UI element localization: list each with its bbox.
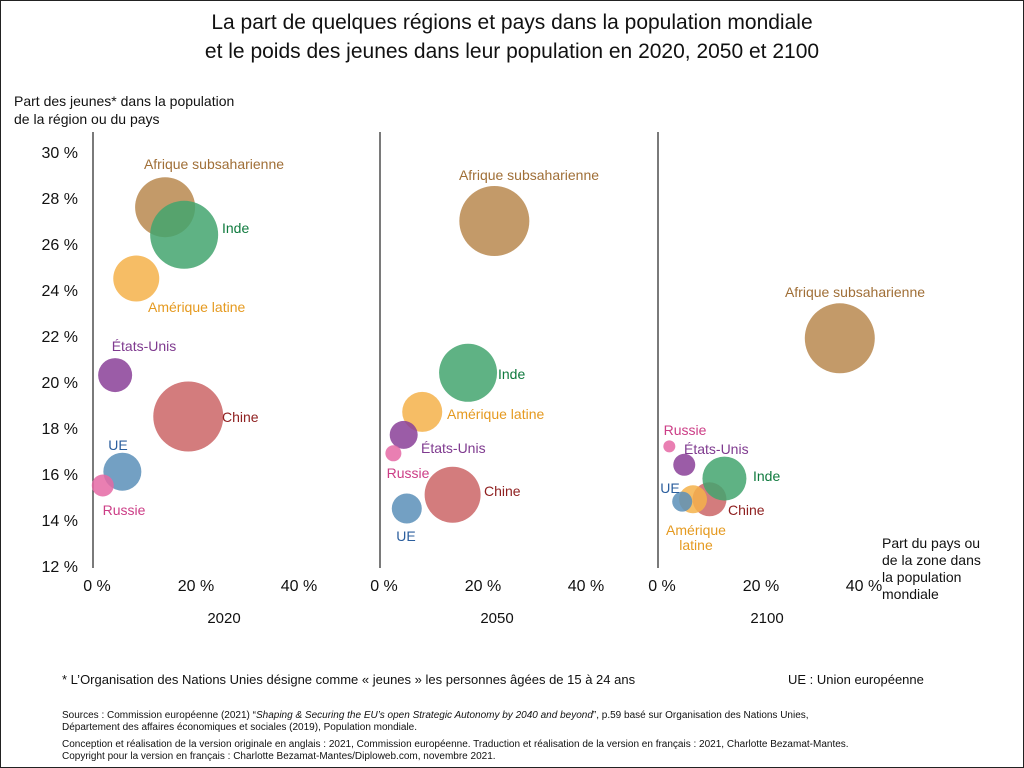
bubble-afrique — [804, 303, 875, 374]
abbreviation-note: UE : Union européenne — [788, 672, 924, 687]
bubble-russie — [91, 474, 114, 497]
x-tick-label: 20 % — [465, 578, 501, 595]
bubble-label-russie: Russie — [664, 422, 707, 438]
bubble-amerique — [402, 391, 443, 432]
bubble-label-afrique: Afrique subsaharienne — [144, 156, 284, 172]
x-tick-label: 0 % — [83, 578, 111, 595]
bubble-label-chine: Chine — [484, 483, 521, 499]
bubble-inde — [439, 343, 498, 402]
y-tick-label: 20 % — [42, 375, 78, 392]
bubble-label-ue: UE — [660, 480, 679, 496]
x-axis-label-line-1: Part du pays ou — [882, 535, 981, 551]
bubble-etats-unis — [389, 420, 418, 449]
bubble-chine — [153, 381, 224, 452]
y-tick-label: 18 % — [42, 421, 78, 438]
y-axis-label: Part des jeunes* dans la population de l… — [14, 92, 234, 128]
chart-title-line-2: et le poids des jeunes dans leur populat… — [204, 40, 820, 63]
bubble-label-afrique: Afrique subsaharienne — [785, 284, 925, 300]
bubble-label-afrique: Afrique subsaharienne — [459, 167, 599, 183]
bubble-inde — [150, 200, 219, 269]
sources-suffix: ”, p.59 basé sur Organisation des Nation… — [592, 710, 809, 721]
y-tick-label: 12 % — [42, 559, 78, 576]
bubble-russie — [385, 445, 402, 462]
bubble-label-russie: Russie — [103, 502, 146, 518]
bubble-label-amerique: Amérique — [666, 522, 726, 538]
y-tick-label: 30 % — [42, 145, 78, 162]
bubble-etats-unis — [98, 358, 133, 393]
bubble-etats-unis — [673, 453, 696, 476]
bubble-label-russie: Russie — [387, 465, 430, 481]
bubble-label-ue: UE — [396, 528, 415, 544]
sources-prefix: Sources : Commission européenne (2021) “ — [62, 710, 256, 721]
x-axis-label-line-4: mondiale — [882, 586, 939, 602]
panel-year-label: 2100 — [750, 610, 783, 627]
bubble-afrique — [459, 186, 530, 256]
bubble-russie — [663, 440, 676, 453]
bubble-label-inde: Inde — [753, 468, 780, 484]
footnote: * L’Organisation des Nations Unies désig… — [62, 672, 636, 687]
x-tick-label: 40 % — [281, 578, 317, 595]
x-axis-label: Part du pays ou de la zone dans la popul… — [882, 535, 981, 603]
credits-line-1: Conception et réalisation de la version … — [62, 739, 849, 750]
y-tick-label: 14 % — [42, 513, 78, 530]
y-axis-label-line-2: de la région ou du pays — [14, 111, 160, 127]
bubble-label-amerique: latine — [679, 537, 713, 553]
bubble-label-etats-unis: États-Unis — [421, 440, 486, 456]
y-tick-label: 26 % — [42, 237, 78, 254]
x-axis-label-line-2: de la zone dans — [882, 552, 981, 568]
x-tick-label: 20 % — [178, 578, 214, 595]
panel-year-label: 2050 — [480, 610, 513, 627]
bubble-label-amerique: Amérique latine — [447, 406, 544, 422]
sources-title: Shaping & Securing the EU’s open Strateg… — [255, 710, 593, 721]
credits-line-2: Copyright pour la version en français : … — [62, 751, 496, 762]
bubble-label-etats-unis: États-Unis — [684, 441, 749, 457]
bubble-label-inde: Inde — [222, 220, 249, 236]
bubble-chine — [424, 466, 481, 523]
x-tick-label: 0 % — [370, 578, 398, 595]
x-axis-label-line-3: la population — [882, 569, 962, 585]
y-tick-label: 28 % — [42, 191, 78, 208]
bubble-label-etats-unis: États-Unis — [112, 338, 177, 354]
sources: Sources : Commission européenne (2021) “… — [62, 710, 809, 734]
bubble-ue — [391, 493, 422, 524]
y-tick-label: 22 % — [42, 329, 78, 346]
bubble-label-inde: Inde — [498, 366, 525, 382]
chart-title-line-1: La part de quelques régions et pays dans… — [211, 11, 813, 34]
credits: Conception et réalisation de la version … — [62, 739, 849, 763]
bubble-label-ue: UE — [108, 437, 127, 453]
sources-line-2: Département des affaires économiques et … — [62, 722, 418, 733]
y-tick-label: 16 % — [42, 467, 78, 484]
y-tick-label: 24 % — [42, 283, 78, 300]
x-tick-label: 20 % — [743, 578, 779, 595]
chart-title: La part de quelques régions et pays dans… — [0, 8, 1024, 66]
sources-line-1: Sources : Commission européenne (2021) “… — [62, 710, 809, 722]
bubble-label-chine: Chine — [728, 502, 765, 518]
bubble-ue — [672, 491, 693, 512]
panel-year-label: 2020 — [207, 610, 240, 627]
bubble-amerique — [113, 255, 160, 302]
bubble-label-chine: Chine — [222, 409, 259, 425]
x-tick-label: 40 % — [846, 578, 882, 595]
bubble-label-amerique: Amérique latine — [148, 299, 245, 315]
x-tick-label: 0 % — [648, 578, 676, 595]
x-tick-label: 40 % — [568, 578, 604, 595]
bubble-inde — [702, 456, 747, 501]
y-axis-label-line-1: Part des jeunes* dans la population — [14, 93, 235, 109]
